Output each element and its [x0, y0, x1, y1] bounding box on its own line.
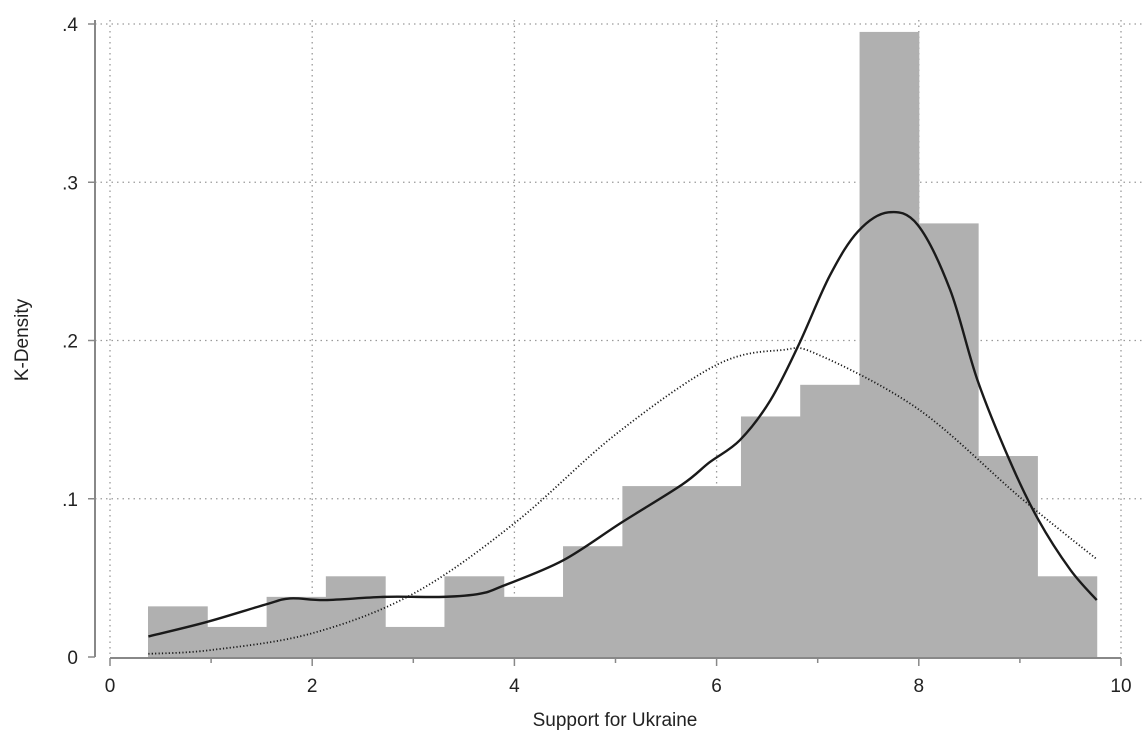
y-tick-label: 0	[67, 648, 78, 669]
y-tick-label: .2	[62, 332, 78, 353]
histogram-bar	[266, 596, 327, 657]
histogram-bar	[563, 546, 623, 657]
gridlines	[95, 20, 1143, 657]
histogram-bar	[859, 31, 920, 658]
histogram-bar	[385, 626, 445, 657]
y-tick-label: .1	[62, 490, 78, 511]
y-tick-label: .3	[62, 173, 78, 194]
y-tick-label: .4	[62, 15, 78, 36]
histogram-bar	[800, 384, 861, 657]
histogram-bar	[681, 486, 742, 657]
x-tick-label: 4	[509, 676, 520, 697]
y-axis-title: K-Density	[12, 298, 33, 381]
histogram-bar	[325, 576, 386, 657]
histogram-bar	[978, 456, 1038, 657]
x-tick-label: 6	[711, 676, 722, 697]
x-axis-title: Support for Ukraine	[533, 710, 698, 731]
x-tick-label: 2	[307, 676, 318, 697]
density-lines	[148, 210, 1098, 655]
histogram-bars	[148, 31, 1098, 658]
x-tick-label: 8	[914, 676, 925, 697]
kernel-density-curve	[148, 210, 1098, 638]
histogram-bar	[622, 486, 683, 657]
histogram-bar	[740, 416, 801, 657]
histogram-bar	[1037, 576, 1098, 657]
x-tick-label: 10	[1110, 676, 1131, 697]
axes: 0 .1 .2 .3 .4 0 2 4 6 8 10	[62, 15, 1131, 697]
histogram-bar	[503, 596, 564, 657]
histogram-bar	[148, 606, 208, 657]
x-tick-label: 0	[105, 676, 116, 697]
histogram-bar	[918, 223, 979, 657]
histogram-bar	[207, 626, 268, 657]
